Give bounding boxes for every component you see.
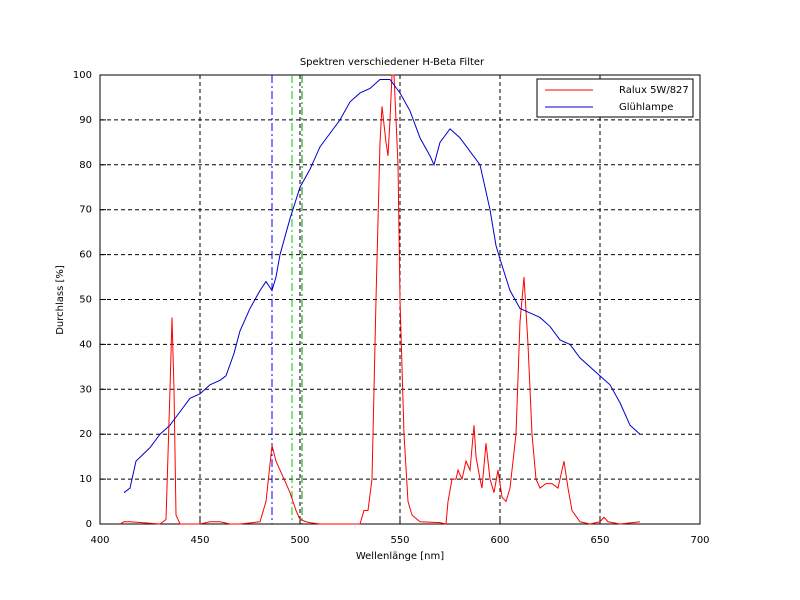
y-tick-label: 40 bbox=[79, 339, 92, 350]
y-tick-label: 30 bbox=[79, 384, 92, 395]
y-tick-label: 10 bbox=[79, 474, 92, 485]
plot-frame bbox=[99, 74, 701, 525]
y-tick-label: 0 bbox=[86, 519, 92, 530]
x-tick-label: 400 bbox=[90, 535, 109, 546]
x-tick-label: 700 bbox=[690, 535, 709, 546]
chart-title: Spektren verschiedener H-Beta Filter bbox=[300, 57, 485, 68]
y-tick-label: 70 bbox=[79, 205, 92, 216]
x-axis-label: Wellenlänge [nm] bbox=[356, 551, 444, 562]
legend-label: Ralux 5W/827 bbox=[619, 85, 689, 96]
legend-box bbox=[536, 78, 694, 118]
y-tick-label: 20 bbox=[79, 429, 92, 440]
y-tick-label: 50 bbox=[79, 295, 92, 306]
y-tick-label: 90 bbox=[79, 115, 92, 126]
y-tick-label: 100 bbox=[73, 70, 92, 81]
x-tick-label: 550 bbox=[390, 535, 409, 546]
x-tick-label: 650 bbox=[590, 535, 609, 546]
x-tick-label: 450 bbox=[190, 535, 209, 546]
series-line bbox=[119, 74, 641, 525]
legend-label: Glühlampe bbox=[619, 102, 673, 113]
y-tick-label: 80 bbox=[79, 160, 92, 171]
x-tick-label: 600 bbox=[490, 535, 509, 546]
y-axis-label: Durchlass [%] bbox=[55, 265, 66, 335]
series-line bbox=[123, 78, 641, 493]
x-tick-label: 500 bbox=[290, 535, 309, 546]
y-tick-label: 60 bbox=[79, 250, 92, 261]
